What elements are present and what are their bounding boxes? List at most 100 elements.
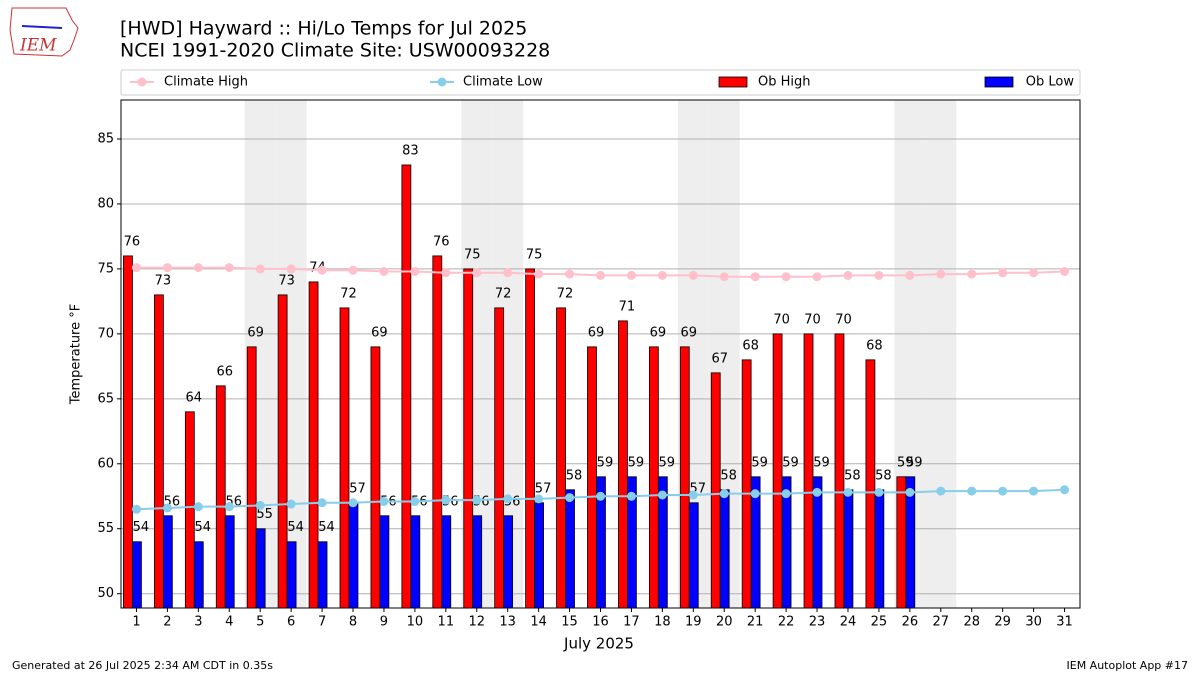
line-marker bbox=[1060, 266, 1070, 276]
line-marker bbox=[255, 500, 265, 510]
line-marker bbox=[967, 486, 977, 496]
legend-label: Ob Low bbox=[1026, 75, 1075, 90]
x-tick-label: 8 bbox=[349, 615, 357, 630]
bar bbox=[688, 502, 699, 609]
value-label: 59 bbox=[813, 455, 830, 470]
x-tick-label: 1 bbox=[132, 615, 140, 630]
bar bbox=[719, 489, 730, 609]
line-marker bbox=[936, 269, 946, 279]
value-label: 55 bbox=[256, 507, 273, 522]
line-marker bbox=[131, 504, 141, 514]
bar bbox=[224, 515, 235, 609]
legend-item: Climate High bbox=[130, 75, 248, 90]
line-marker bbox=[379, 496, 389, 506]
line-marker bbox=[688, 490, 698, 500]
value-label: 75 bbox=[464, 247, 481, 262]
value-label: 70 bbox=[804, 312, 821, 327]
bar bbox=[472, 515, 483, 609]
line-marker bbox=[874, 270, 884, 280]
line-marker bbox=[657, 270, 667, 280]
value-label: 72 bbox=[340, 286, 357, 301]
value-label: 68 bbox=[866, 338, 883, 353]
bar bbox=[193, 541, 204, 609]
line-marker bbox=[1029, 486, 1039, 496]
y-tick-label: 55 bbox=[97, 521, 114, 536]
value-label: 73 bbox=[278, 273, 295, 288]
chart-title: [HWD] Hayward :: Hi/Lo Temps for Jul 202… bbox=[120, 18, 527, 40]
value-label: 58 bbox=[875, 468, 892, 483]
value-label: 59 bbox=[897, 455, 914, 470]
x-tick-label: 18 bbox=[654, 615, 671, 630]
line-marker bbox=[317, 265, 327, 275]
y-tick-label: 70 bbox=[97, 326, 114, 341]
value-label: 59 bbox=[597, 455, 614, 470]
line-marker bbox=[998, 486, 1008, 496]
line-marker bbox=[626, 491, 636, 501]
bar bbox=[772, 333, 783, 609]
bar bbox=[874, 489, 885, 609]
line-marker bbox=[162, 503, 172, 513]
line-marker bbox=[410, 496, 420, 506]
bar bbox=[534, 502, 544, 609]
line-marker bbox=[1060, 485, 1070, 495]
line-marker bbox=[472, 268, 482, 278]
bar bbox=[308, 281, 319, 609]
line-marker bbox=[286, 499, 296, 509]
line-marker bbox=[657, 490, 667, 500]
value-label: 59 bbox=[628, 455, 645, 470]
x-tick-label: 11 bbox=[438, 615, 455, 630]
value-label: 59 bbox=[906, 455, 923, 470]
weekend-shade bbox=[925, 100, 957, 608]
value-label: 70 bbox=[835, 312, 852, 327]
line-marker bbox=[503, 494, 513, 504]
line-marker bbox=[874, 487, 884, 497]
bar bbox=[618, 320, 628, 609]
x-tick-label: 10 bbox=[407, 615, 424, 630]
value-label: 75 bbox=[526, 247, 543, 262]
value-label: 70 bbox=[773, 312, 790, 327]
value-label: 54 bbox=[133, 520, 150, 535]
x-tick-label: 5 bbox=[256, 615, 264, 630]
x-tick-label: 19 bbox=[685, 615, 702, 630]
line-marker bbox=[781, 272, 791, 282]
bar bbox=[348, 502, 359, 609]
bar bbox=[525, 268, 535, 609]
line-marker bbox=[410, 266, 420, 276]
logo: IEM bbox=[9, 7, 79, 57]
line-marker bbox=[998, 268, 1008, 278]
bar bbox=[401, 164, 412, 609]
line-marker bbox=[131, 263, 141, 273]
legend-label: Climate High bbox=[164, 75, 248, 90]
line-marker bbox=[565, 269, 575, 279]
line-marker bbox=[596, 270, 605, 280]
bar bbox=[503, 515, 514, 609]
bar bbox=[215, 385, 226, 609]
bar bbox=[865, 359, 876, 609]
line-marker bbox=[193, 263, 203, 273]
value-label: 69 bbox=[588, 325, 605, 340]
x-tick-label: 9 bbox=[380, 615, 388, 630]
legend-item: Climate Low bbox=[430, 75, 543, 90]
value-label: 73 bbox=[155, 273, 172, 288]
value-label: 58 bbox=[844, 468, 861, 483]
value-label: 69 bbox=[371, 325, 388, 340]
x-tick-label: 7 bbox=[318, 615, 326, 630]
line-marker bbox=[224, 263, 234, 273]
line-marker bbox=[534, 494, 544, 504]
value-label: 69 bbox=[247, 325, 264, 340]
bar bbox=[277, 294, 288, 609]
value-label: 57 bbox=[349, 481, 366, 496]
value-label: 67 bbox=[711, 351, 728, 366]
y-tick-label: 65 bbox=[97, 391, 114, 406]
line-marker bbox=[565, 493, 575, 503]
line-marker bbox=[534, 269, 544, 279]
line-marker bbox=[719, 489, 729, 499]
value-label: 66 bbox=[216, 364, 233, 379]
bar bbox=[441, 515, 452, 609]
bar bbox=[710, 372, 721, 609]
bar bbox=[153, 294, 164, 609]
bar bbox=[741, 359, 752, 609]
bar bbox=[317, 541, 328, 609]
x-tick-label: 28 bbox=[963, 615, 980, 630]
value-label: 71 bbox=[619, 299, 636, 314]
